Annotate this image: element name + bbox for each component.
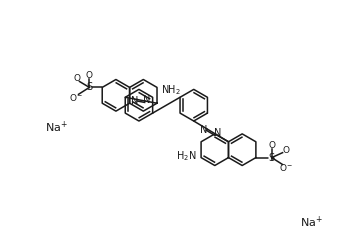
Text: NH$_{2}$: NH$_{2}$ — [161, 84, 181, 97]
Text: N: N — [143, 95, 150, 105]
Text: O: O — [73, 74, 80, 83]
Text: O: O — [86, 71, 93, 80]
Text: Na$^{+}$: Na$^{+}$ — [300, 214, 323, 230]
Text: S: S — [268, 153, 275, 163]
Text: S: S — [86, 82, 92, 92]
Text: O$^{-}$: O$^{-}$ — [279, 162, 292, 173]
Text: O: O — [268, 141, 275, 150]
Text: O: O — [282, 146, 289, 155]
Text: N: N — [131, 96, 138, 106]
Text: H$_{2}$N: H$_{2}$N — [176, 149, 196, 162]
Text: Na$^{+}$: Na$^{+}$ — [45, 119, 68, 135]
Text: N: N — [200, 125, 208, 135]
Text: O$^{-}$: O$^{-}$ — [69, 92, 82, 103]
Text: N: N — [213, 128, 221, 138]
